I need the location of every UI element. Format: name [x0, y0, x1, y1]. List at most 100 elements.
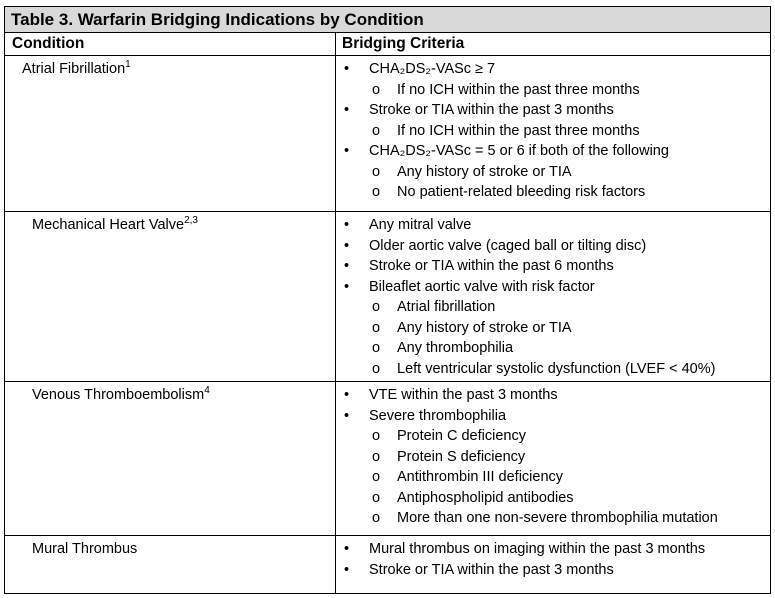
condition: Venous Thromboembolism4: [5, 382, 335, 406]
bullet: •: [344, 258, 350, 274]
condition-cell: Venous Thromboembolism4: [5, 382, 336, 535]
table-row: Mural Thrombus • Mural thrombus on imaging…: [5, 536, 770, 593]
sub-criterion-text: No patient-related bleeding risk factors: [397, 184, 646, 200]
sub-criterion: o If no ICH within the past three months: [336, 80, 770, 101]
criteria-cell: • Any mitral valve • Older aortic valve (ca…: [336, 212, 770, 381]
table-row: Mechanical Heart Valve2,3 • Any mitral val…: [5, 212, 770, 382]
criterion-text: Bileaflet aortic valve with risk factor: [369, 278, 595, 295]
bullet: •: [344, 278, 350, 295]
sub-criterion: o Protein C deficiency: [336, 426, 770, 447]
criterion: • Stroke or TIA within the past 3 months: [336, 560, 770, 581]
bullet: o: [372, 510, 381, 526]
condition-name: Atrial Fibrillation: [22, 61, 126, 77]
bullet: o: [372, 163, 381, 180]
bullet: o: [372, 299, 381, 315]
bullet: o: [372, 81, 381, 98]
criteria-cell: • CHA₂DS₂-VASc ≥ 7 o If no ICH within the p…: [336, 56, 770, 211]
bullet: o: [372, 489, 381, 506]
bullet: •: [344, 561, 350, 578]
reference: 4: [204, 385, 210, 397]
condition-cell: Mural Thrombus: [5, 536, 336, 593]
bullet: o: [372, 319, 381, 336]
bullet: •: [344, 387, 350, 403]
reference: 1: [125, 59, 131, 71]
criterion: • Any mitral valve: [336, 215, 770, 236]
header-row: Condition Bridging Criteria: [5, 33, 770, 56]
sub-criterion: o Any history of stroke or TIA: [336, 318, 770, 339]
sub-criterion: o Any history of stroke or TIA: [336, 162, 770, 183]
criterion-text: Stroke or TIA within the past 3 months: [369, 561, 614, 578]
criterion-text: Older aortic valve (caged ball or tiltin…: [369, 237, 647, 254]
criterion: • Older aortic valve (caged ball or tilti…: [336, 236, 770, 257]
sub-criterion-text: Protein S deficiency: [397, 448, 526, 465]
criterion: • Mural thrombus on imaging within the pa…: [336, 539, 770, 560]
condition-name: Mechanical Heart Valve: [32, 217, 185, 233]
bullet: o: [372, 184, 381, 200]
bullet: •: [344, 61, 350, 77]
table-row: Atrial Fibrillation1 • CHA₂DS₂-VASc ≥ 7 o If…: [5, 56, 770, 212]
sub-criterion-text: If no ICH within the past three months: [397, 122, 640, 139]
condition: Atrial Fibrillation1: [5, 56, 335, 80]
table: Table 3. Warfarin Bridging Indications b…: [4, 6, 771, 594]
sub-criterion-text: Antiphospholipid antibodies: [397, 489, 574, 506]
bullet: •: [344, 237, 350, 254]
criterion: • VTE within the past 3 months: [336, 385, 770, 406]
sub-criterion: o No patient-related bleeding risk factor…: [336, 182, 770, 203]
criterion-text: CHA₂DS₂-VASc ≥ 7: [369, 61, 496, 77]
criterion: • Severe thrombophilia: [336, 406, 770, 427]
table-title: Table 3. Warfarin Bridging Indications b…: [5, 7, 770, 33]
criterion-text: VTE within the past 3 months: [369, 387, 558, 403]
condition-cell: Atrial Fibrillation1: [5, 56, 336, 211]
criterion: • CHA₂DS₂-VASc = 5 or 6 if both of the fo…: [336, 141, 770, 162]
criterion-text: Severe thrombophilia: [369, 407, 507, 424]
condition: Mural Thrombus: [5, 536, 335, 560]
sub-criterion-text: Any history of stroke or TIA: [397, 163, 572, 180]
sub-criterion: o Left ventricular systolic dysfunction (…: [336, 359, 770, 380]
criterion: • Bileaflet aortic valve with risk factor: [336, 277, 770, 298]
sub-criterion-text: Left ventricular systolic dysfunction (L…: [397, 360, 716, 377]
sub-criterion: o Atrial fibrillation: [336, 297, 770, 318]
sub-criterion-text: Protein C deficiency: [397, 428, 526, 444]
header-cell: Bridging Criteria: [342, 35, 465, 52]
bullet: o: [372, 448, 381, 465]
criterion-text: Any mitral valve: [369, 217, 472, 233]
sub-criterion-text: If no ICH within the past three months: [397, 81, 640, 98]
bullet: o: [372, 428, 381, 444]
sub-criterion-text: More than one non-severe thrombophilia m…: [397, 510, 718, 526]
criteria-cell: • Mural thrombus on imaging within the pa…: [336, 536, 770, 593]
bullet: •: [344, 407, 350, 424]
bullet: •: [344, 541, 350, 557]
bullet: o: [372, 340, 381, 356]
sub-criterion-text: Any thrombophilia: [397, 340, 514, 356]
sub-criterion-text: Any history of stroke or TIA: [397, 319, 572, 336]
condition-name: Venous Thromboembolism: [32, 387, 205, 403]
table-row: Venous Thromboembolism4 • VTE within the p…: [5, 382, 770, 536]
criterion: • Stroke or TIA within the past 6 months: [336, 256, 770, 277]
sub-criterion-text: Antithrombin III deficiency: [397, 469, 564, 485]
criterion-text: Stroke or TIA within the past 3 months: [369, 102, 614, 118]
sub-criterion: o Antiphospholipid antibodies: [336, 488, 770, 509]
bullet: •: [344, 217, 350, 233]
bullet: •: [344, 102, 350, 118]
sub-criterion: o Antithrombin III deficiency: [336, 467, 770, 488]
bullet: o: [372, 122, 381, 139]
bullet: o: [372, 469, 381, 485]
reference: 2,3: [184, 215, 198, 227]
criterion: • Stroke or TIA within the past 3 months: [336, 100, 770, 121]
criteria-cell: • VTE within the past 3 months • Severe thr…: [336, 382, 770, 535]
sub-criterion: o Protein S deficiency: [336, 447, 770, 468]
condition-cell: Mechanical Heart Valve2,3: [5, 212, 336, 381]
condition: Mechanical Heart Valve2,3: [5, 212, 335, 236]
header-cell: Condition: [5, 33, 336, 55]
criterion-text: Stroke or TIA within the past 6 months: [369, 258, 614, 274]
sub-criterion: o More than one non-severe thrombophilia …: [336, 508, 770, 529]
bullet: o: [372, 360, 381, 377]
bullet: •: [344, 143, 350, 159]
criterion-text: Mural thrombus on imaging within the pas…: [369, 541, 706, 557]
criterion-text: CHA₂DS₂-VASc = 5 or 6 if both of the fol…: [369, 143, 669, 159]
sub-criterion: o Any thrombophilia: [336, 338, 770, 359]
sub-criterion-text: Atrial fibrillation: [397, 299, 496, 315]
condition-name: Mural Thrombus: [32, 541, 138, 557]
sub-criterion: o If no ICH within the past three months: [336, 121, 770, 142]
